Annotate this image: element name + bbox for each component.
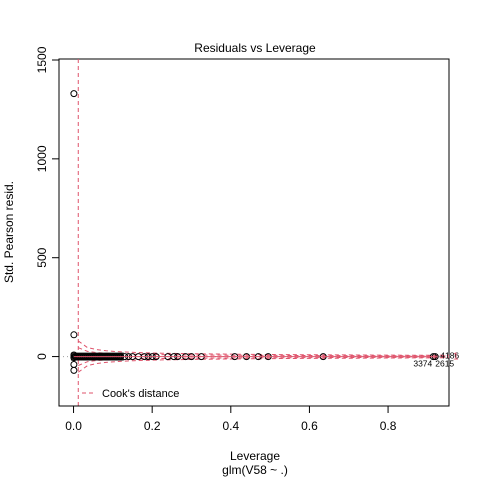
cooks-level-label: 1 <box>453 352 459 363</box>
y-axis-title: Std. Pearson resid. <box>2 181 16 283</box>
data-point <box>70 366 78 374</box>
y-tick-label: 1500 <box>35 46 49 73</box>
y-tick-label: 500 <box>35 247 49 267</box>
data-point <box>70 361 78 368</box>
cooks-contour-lower-2 <box>78 357 449 373</box>
cooks-contour-upper-2 <box>78 340 449 356</box>
x-tick-label: 0.8 <box>380 419 397 433</box>
x-axis: 0.0 0.2 0.4 0.6 0.8 <box>65 405 397 433</box>
y-tick-label: 0 <box>35 353 49 360</box>
x-tick-label: 0.6 <box>301 419 318 433</box>
data-point <box>70 90 78 98</box>
legend: Cook's distance <box>82 388 179 400</box>
model-formula-label: glm(V58 ~ .) <box>222 463 288 477</box>
data-point <box>70 331 78 339</box>
point-label: 3374 <box>413 359 432 369</box>
cooks-contour-lower-1 <box>78 356 449 366</box>
x-tick-label: 0.2 <box>144 419 161 433</box>
x-tick-label: 0.4 <box>222 419 239 433</box>
legend-cooks-label: Cook's distance <box>102 388 179 400</box>
point-label: 2615 <box>435 359 454 369</box>
x-tick-label: 0.0 <box>65 419 82 433</box>
chart-title: Residuals vs Leverage <box>194 41 316 55</box>
cooks-contour-upper-1 <box>78 347 450 357</box>
y-tick-label: 1000 <box>35 145 49 172</box>
y-axis: 0 500 1000 1500 <box>35 46 60 360</box>
point-label: 4186 <box>440 351 459 361</box>
x-axis-title: Leverage <box>230 449 280 463</box>
